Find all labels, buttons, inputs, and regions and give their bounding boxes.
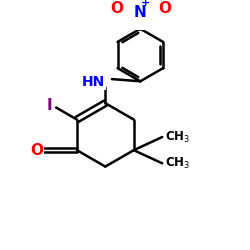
Text: CH$_3$: CH$_3$ xyxy=(165,130,190,144)
Text: O: O xyxy=(30,143,44,158)
Text: I: I xyxy=(47,98,52,113)
Text: HN: HN xyxy=(82,75,105,89)
Text: O: O xyxy=(158,0,171,16)
Text: CH$_3$: CH$_3$ xyxy=(165,156,190,171)
Text: O: O xyxy=(110,0,123,16)
Text: N: N xyxy=(134,5,147,20)
Text: +: + xyxy=(140,0,150,8)
